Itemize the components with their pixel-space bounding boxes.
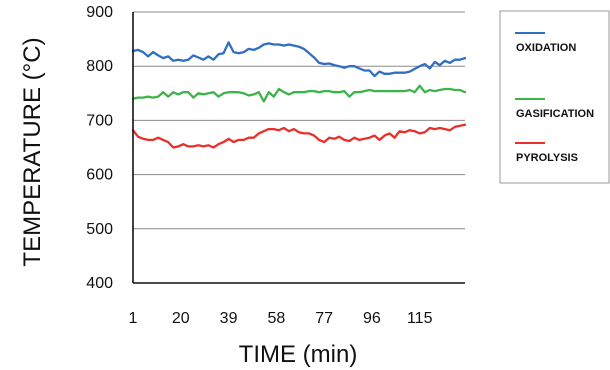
series-line-gasification [131, 84, 467, 103]
axis-layer [132, 12, 465, 284]
grid-layer [133, 11, 465, 230]
legend-box [499, 10, 610, 184]
legend-label-pyrolysis: PYROLYSIS [516, 152, 578, 164]
series-layer [131, 41, 467, 149]
legend-label-gasification: GASIFICATION [516, 108, 594, 120]
x-tick-label-115: 115 [407, 310, 433, 327]
y-tick-label-900: 900 [86, 4, 113, 21]
legend-layer: OXIDATION GASIFICATION PYROLYSIS [515, 32, 594, 164]
series-line-oxidation [131, 41, 467, 78]
y-tick-label-600: 600 [86, 167, 113, 184]
x-tick-label-39: 39 [220, 310, 238, 327]
series-line-pyrolysis [131, 123, 467, 149]
x-axis-title: TIME (min) [239, 341, 358, 368]
y-tick-label-800: 800 [86, 58, 113, 75]
x-tick-label-1: 1 [129, 310, 138, 327]
tick-layer: 900 800 700 600 500 400 1 20 39 58 77 96 115 [86, 4, 432, 327]
y-axis-title: TEMPERATURE (°C) [19, 37, 46, 266]
x-tick-label-77: 77 [315, 310, 333, 327]
y-tick-label-500: 500 [86, 221, 113, 238]
y-tick-label-700: 700 [86, 112, 113, 129]
x-tick-label-58: 58 [267, 310, 285, 327]
x-tick-label-96: 96 [363, 310, 381, 327]
y-tick-label-400: 400 [86, 275, 113, 292]
x-tick-label-20: 20 [172, 310, 190, 327]
legend-label-oxidation: OXIDATION [516, 42, 576, 54]
